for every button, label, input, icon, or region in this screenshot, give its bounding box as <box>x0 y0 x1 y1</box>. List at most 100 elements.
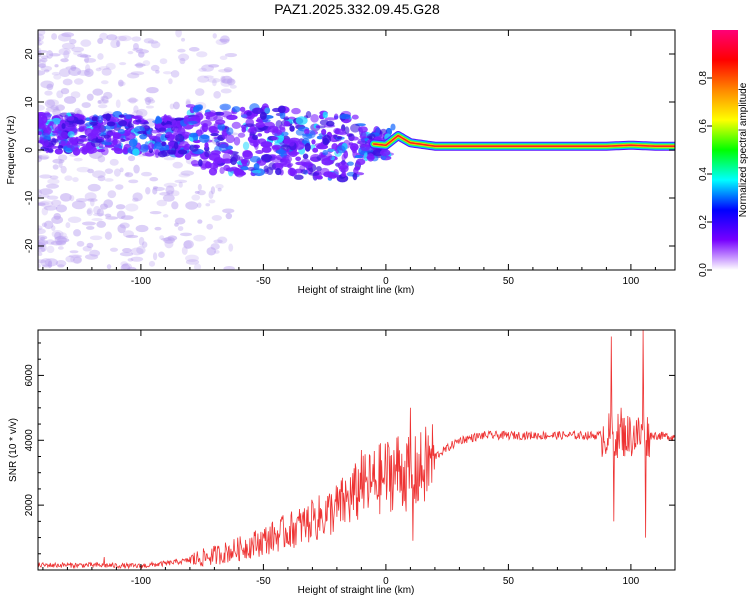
spectrogram-speckle <box>52 164 59 170</box>
spectrogram-blob <box>275 167 282 176</box>
spectrogram-speckle <box>84 192 97 201</box>
spectrogram-speckle <box>98 66 110 70</box>
spectrogram-speckle <box>40 258 53 267</box>
spectrogram-speckle <box>223 67 233 73</box>
spectrogram-speckle <box>60 193 72 202</box>
spectrogram-blob <box>279 111 286 120</box>
spectrogram-blob <box>295 156 302 162</box>
spectrogram-speckle <box>38 154 50 160</box>
spectrogram-speckle <box>141 241 148 248</box>
spectrogram-y-tick-label: -20 <box>24 238 35 253</box>
spectrogram-speckle <box>175 30 182 38</box>
spectrogram-speckle <box>142 60 151 67</box>
spectrogram-speckle <box>145 105 155 109</box>
spectrogram-speckle <box>170 190 180 197</box>
spectrogram-speckle <box>105 62 116 71</box>
spectrogram-blob <box>198 134 210 143</box>
snr-plot-area <box>38 330 675 570</box>
spectrogram-blob <box>251 169 261 174</box>
spectrogram-speckle <box>117 79 124 87</box>
spectrogram-speckle <box>220 88 232 94</box>
spectrogram-blob <box>242 150 254 160</box>
spectrogram-speckle <box>60 58 69 63</box>
spectrogram-x-tick-label: 50 <box>503 276 515 287</box>
spectrogram-speckle <box>222 78 235 84</box>
spectrogram-speckle <box>58 159 63 169</box>
spectrogram-speckle <box>149 211 162 215</box>
colorbar-tick-label: 0.8 <box>698 71 709 85</box>
spectrogram-blob <box>57 123 62 130</box>
spectrogram-speckle <box>62 78 73 86</box>
spectrogram-speckle <box>207 77 221 83</box>
spectrogram-blob <box>191 116 197 121</box>
spectrogram-speckle <box>136 246 146 255</box>
spectrogram-speckle <box>58 154 68 161</box>
spectrogram-speckle <box>180 170 195 176</box>
spectrogram-speckle <box>208 199 216 204</box>
spectrogram-speckle <box>178 173 191 178</box>
spectrogram-speckle <box>55 204 68 213</box>
spectrogram-speckle <box>173 101 180 110</box>
spectrogram-blob <box>357 138 366 145</box>
spectrogram-blob <box>288 139 295 147</box>
spectrogram-blob <box>274 139 283 144</box>
spectrogram-blob <box>264 107 271 114</box>
spectrogram-speckle <box>213 91 221 99</box>
spectrogram-speckle <box>193 263 202 270</box>
spectrogram-blob <box>357 126 368 133</box>
spectrogram-speckle <box>60 88 70 95</box>
spectrogram-speckle <box>57 264 65 268</box>
spectrogram-blob <box>334 128 346 135</box>
spectrogram-blob <box>175 133 185 143</box>
spectrogram-blob <box>148 135 158 140</box>
spectrogram-blob <box>189 144 199 152</box>
spectrogram-blob <box>274 163 284 168</box>
spectrogram-blob <box>343 150 349 159</box>
spectrogram-speckle <box>212 33 217 39</box>
spectrogram-speckle <box>84 254 99 260</box>
spectrogram-blob <box>214 119 226 125</box>
spectrogram-speckle <box>51 33 58 40</box>
spectrogram-blob <box>163 114 168 123</box>
spectrogram-blob <box>217 123 226 131</box>
spectrogram-speckle <box>193 234 206 242</box>
spectrogram-ridge <box>372 134 675 147</box>
spectrogram-blob <box>263 165 269 173</box>
spectrogram-blob <box>218 143 229 152</box>
spectrogram-speckle <box>117 224 126 234</box>
spectrogram-blob <box>187 120 198 125</box>
spectrogram-blob <box>315 125 320 129</box>
spectrogram-blob <box>317 142 325 149</box>
spectrogram-speckle <box>149 177 159 182</box>
spectrogram-speckle <box>38 104 45 111</box>
spectrogram-y-tick-label: 10 <box>24 96 35 108</box>
spectrogram-speckle <box>219 35 230 44</box>
spectrogram-speckle <box>128 97 137 104</box>
spectrogram-blob <box>47 147 54 154</box>
spectrogram-speckle <box>83 57 97 63</box>
spectrogram-blob <box>255 122 265 128</box>
spectrogram-blob <box>125 114 132 120</box>
spectrogram-speckle <box>127 98 139 103</box>
spectrogram-blob <box>198 159 203 167</box>
spectrogram-blob <box>281 155 293 164</box>
spectrogram-blob <box>219 167 225 175</box>
spectrogram-speckle <box>178 53 190 61</box>
spectrogram-blob <box>154 142 163 150</box>
spectrogram-speckle <box>120 215 134 220</box>
spectrogram-blob <box>215 141 221 147</box>
spectrogram-blob <box>279 124 286 131</box>
spectrogram-blob <box>275 149 287 155</box>
spectrogram-blob <box>184 153 192 160</box>
spectrogram-blob <box>231 121 241 129</box>
spectrogram-speckle <box>147 99 156 104</box>
spectrogram-blob <box>177 149 188 155</box>
spectrogram-speckle <box>104 168 114 174</box>
spectrogram-speckle <box>39 188 53 195</box>
snr-x-tick-label: -50 <box>256 576 271 587</box>
spectrogram-blob <box>127 121 133 129</box>
spectrogram-speckle <box>174 179 188 184</box>
spectrogram-blob <box>210 150 221 156</box>
